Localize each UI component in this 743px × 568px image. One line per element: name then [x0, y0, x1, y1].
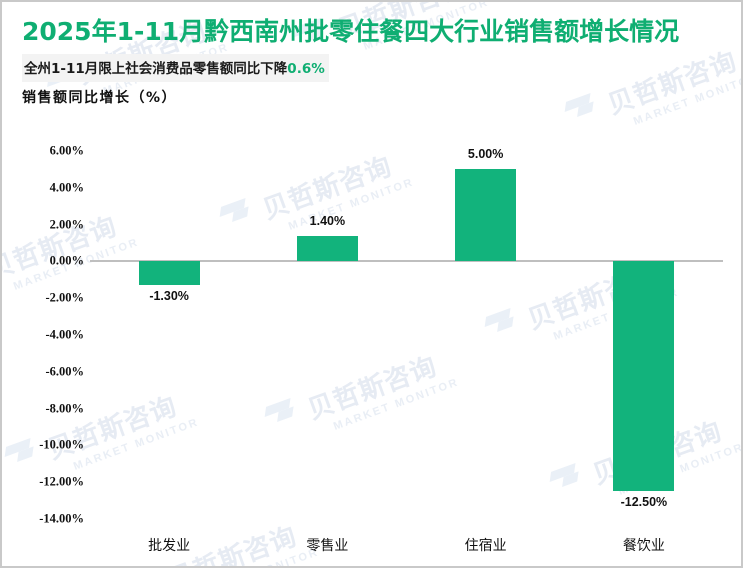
y-axis-tick-label: 2.00%	[49, 217, 84, 232]
y-axis-tick-label: 4.00%	[49, 180, 84, 195]
y-axis-tick-label: -8.00%	[45, 401, 84, 416]
y-axis-tick-label: -2.00%	[45, 290, 84, 305]
x-axis-category-label: 餐饮业	[622, 538, 665, 554]
y-axis-tick-label: 0.00%	[49, 253, 84, 268]
bar-餐饮业[interactable]	[613, 261, 675, 492]
chart-header: 2025年1-11月黔西南州批零住餐四大行业销售额增长情况 全州1-11月限上社…	[2, 2, 741, 107]
y-axis-tick-label: -6.00%	[45, 364, 84, 379]
y-axis-caption: 销售额同比增长（%）	[22, 89, 178, 106]
subtitle-highlight-value: 0.6%	[287, 60, 325, 77]
x-axis-category-label: 零售业	[306, 538, 349, 554]
zero-baseline	[90, 260, 723, 263]
bar-批发业[interactable]	[138, 261, 200, 286]
bar-value-label: -1.30%	[149, 289, 189, 304]
y-axis-tick-label: 6.00%	[49, 143, 84, 158]
chart-title: 2025年1-11月黔西南州批零住餐四大行业销售额增长情况	[22, 17, 680, 46]
y-axis-tick-label: -4.00%	[45, 327, 84, 342]
bar-住宿业[interactable]	[455, 169, 517, 262]
y-axis-tick-label: -14.00%	[39, 511, 84, 526]
x-axis-category-label: 住宿业	[464, 538, 507, 554]
y-axis-tick-label: -12.00%	[39, 474, 84, 489]
subtitle-prefix: 全州1-11月限上社会消费品零售额同比下降	[24, 60, 288, 77]
bar-value-label: -12.50%	[620, 495, 668, 510]
bar-value-label: 5.00%	[467, 147, 504, 162]
bar-零售业[interactable]	[296, 235, 358, 262]
subtitle-band: 全州1-11月限上社会消费品零售额同比下降0.6%	[22, 53, 329, 82]
subtitle-text: 全州1-11月限上社会消费品零售额同比下降0.6%	[24, 61, 325, 77]
bar-value-label: 1.40%	[309, 213, 346, 228]
y-axis-tick-label: -10.00%	[39, 437, 84, 452]
x-axis-category-label: 批发业	[148, 538, 191, 554]
